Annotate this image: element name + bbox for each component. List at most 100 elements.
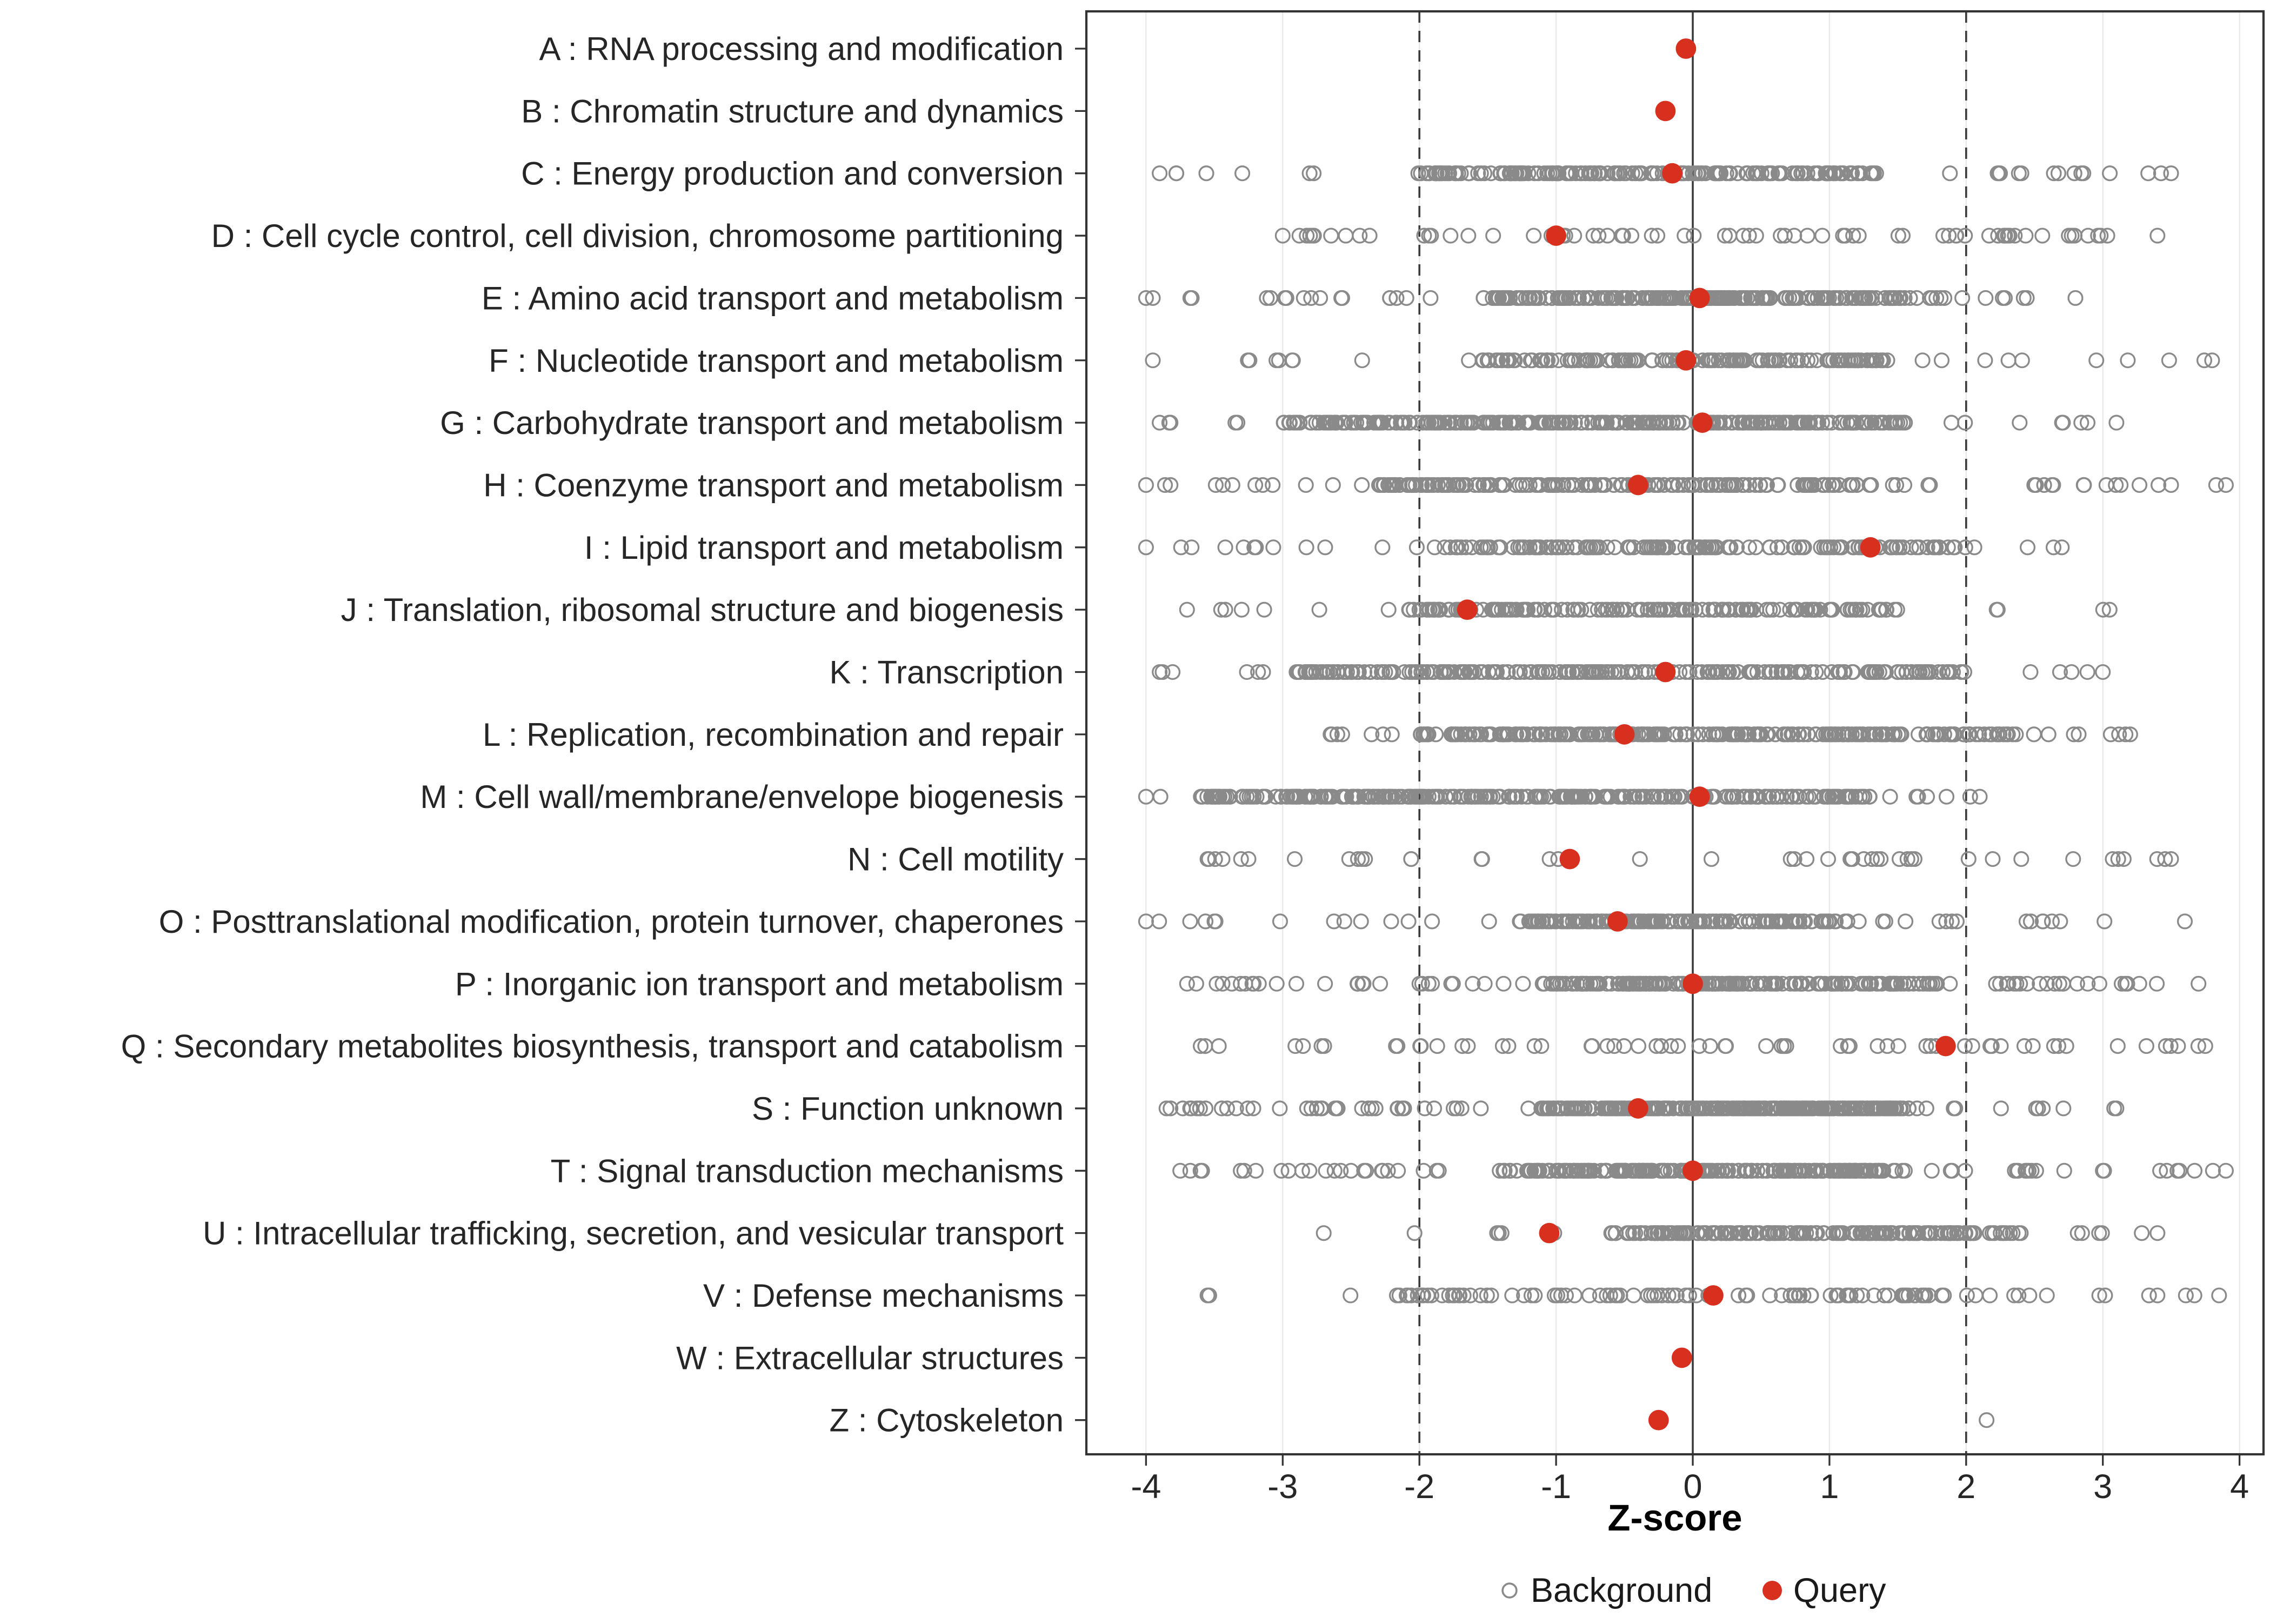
background-point xyxy=(1311,602,1327,618)
background-point xyxy=(1654,352,1671,369)
background-point xyxy=(1748,228,1764,244)
background-point xyxy=(1722,165,1738,182)
background-point xyxy=(1354,352,1370,369)
background-point xyxy=(1430,477,1446,493)
background-point xyxy=(1291,664,1307,680)
category-label: S : Function unknown xyxy=(752,1091,1064,1127)
background-point xyxy=(1539,539,1555,556)
background-point xyxy=(1738,165,1754,182)
background-point xyxy=(1256,602,1272,618)
background-point xyxy=(2022,664,2039,680)
background-point xyxy=(1521,539,1538,556)
background-point xyxy=(1337,415,1353,431)
background-point xyxy=(1772,352,1788,369)
legend: Background Query xyxy=(1501,1572,1886,1609)
background-point xyxy=(2099,228,2115,244)
x-tick-label: 3 xyxy=(2093,1468,2112,1506)
background-point xyxy=(1442,539,1458,556)
background-point xyxy=(1626,539,1642,556)
background-point xyxy=(1532,477,1548,493)
background-point xyxy=(1656,726,1672,743)
background-point xyxy=(1590,290,1606,306)
background-point xyxy=(1619,290,1635,306)
background-point xyxy=(1173,539,1189,556)
background-point xyxy=(1681,664,1698,680)
background-point xyxy=(1392,477,1408,493)
query-point xyxy=(1539,1222,1560,1244)
background-point xyxy=(1814,664,1831,680)
background-point xyxy=(1878,602,1895,618)
background-point xyxy=(1680,477,1697,493)
background-point xyxy=(1230,415,1246,431)
background-point xyxy=(1778,290,1794,306)
background-point xyxy=(1165,664,1181,680)
background-point xyxy=(2018,228,2034,244)
background-point xyxy=(1325,664,1341,680)
background-point xyxy=(1744,664,1760,680)
background-point xyxy=(2066,165,2082,182)
background-point xyxy=(1634,664,1650,680)
background-point xyxy=(1317,539,1333,556)
background-point xyxy=(1182,290,1198,306)
background-point xyxy=(1770,477,1786,493)
background-point xyxy=(1850,165,1866,182)
background-point xyxy=(1574,415,1590,431)
background-point xyxy=(1496,165,1512,182)
background-point xyxy=(1516,602,1532,618)
background-point xyxy=(1708,477,1725,493)
background-point xyxy=(2093,228,2109,244)
background-point xyxy=(1745,290,1761,306)
background-point xyxy=(1512,539,1528,556)
background-point xyxy=(2151,477,2167,493)
background-point xyxy=(1911,539,1927,556)
background-point xyxy=(1725,664,1741,680)
background-point xyxy=(2045,539,2062,556)
background-point xyxy=(1184,539,1200,556)
background-point xyxy=(1477,477,1493,493)
background-point xyxy=(1785,290,1801,306)
query-point xyxy=(1860,537,1881,558)
background-point xyxy=(1453,415,1469,431)
background-point xyxy=(1401,602,1418,618)
background-point xyxy=(1782,602,1798,618)
background-point xyxy=(1380,602,1397,618)
background-points xyxy=(1145,352,2220,369)
background-point xyxy=(1481,415,1497,431)
background-point xyxy=(2034,228,2051,244)
background-point xyxy=(1868,165,1884,182)
background-point xyxy=(1794,352,1810,369)
background-point xyxy=(2046,165,2062,182)
background-point xyxy=(1461,352,1477,369)
legend-background-icon xyxy=(1501,1582,1518,1599)
background-point xyxy=(1510,415,1526,431)
query-point xyxy=(1671,1347,1692,1368)
background-point xyxy=(1371,477,1387,493)
category-label: Z : Cytoskeleton xyxy=(829,1402,1064,1439)
background-point xyxy=(1587,477,1603,493)
background-point xyxy=(1431,602,1447,618)
category-label: W : Extracellular structures xyxy=(676,1340,1064,1376)
background-point xyxy=(1786,228,1802,244)
background-point xyxy=(1246,539,1263,556)
background-point xyxy=(2075,165,2092,182)
background-point xyxy=(1161,415,1177,431)
background-point xyxy=(1997,228,2013,244)
background-point xyxy=(1791,539,1807,556)
background-point xyxy=(1296,290,1312,306)
background-point xyxy=(2019,539,2036,556)
background-point xyxy=(1752,352,1768,369)
background-point xyxy=(1460,228,1477,244)
background-point xyxy=(2140,165,2156,182)
background-point xyxy=(1803,664,1819,680)
background-point xyxy=(1770,539,1786,556)
background-point xyxy=(1889,602,1905,618)
background-point xyxy=(1262,290,1279,306)
background-point xyxy=(2064,664,2080,680)
background-point xyxy=(1814,415,1830,431)
background-point xyxy=(1437,539,1453,556)
background-point xyxy=(1292,415,1308,431)
background-point xyxy=(1871,602,1887,618)
background-point xyxy=(1471,477,1487,493)
background-point xyxy=(1438,477,1454,493)
background-point xyxy=(1570,539,1586,556)
